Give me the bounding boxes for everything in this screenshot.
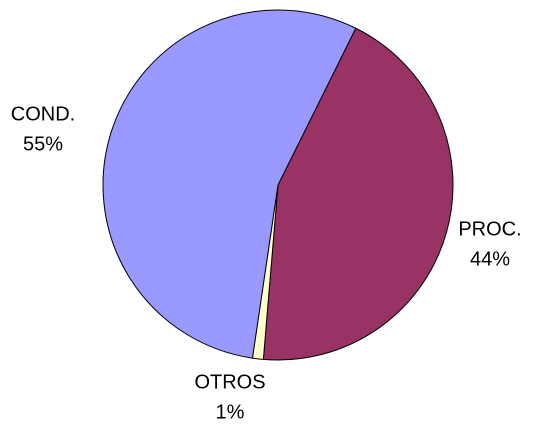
pie-slice xyxy=(102,9,357,359)
slice-label: PROC. xyxy=(458,218,521,240)
slice-value-label: 55% xyxy=(23,133,63,155)
slice-label: OTROS xyxy=(194,371,265,393)
slice-value-label: 1% xyxy=(216,401,245,423)
slice-label: COND. xyxy=(11,103,75,125)
pie-slice xyxy=(262,27,454,361)
slice-value-label: 44% xyxy=(470,248,510,270)
